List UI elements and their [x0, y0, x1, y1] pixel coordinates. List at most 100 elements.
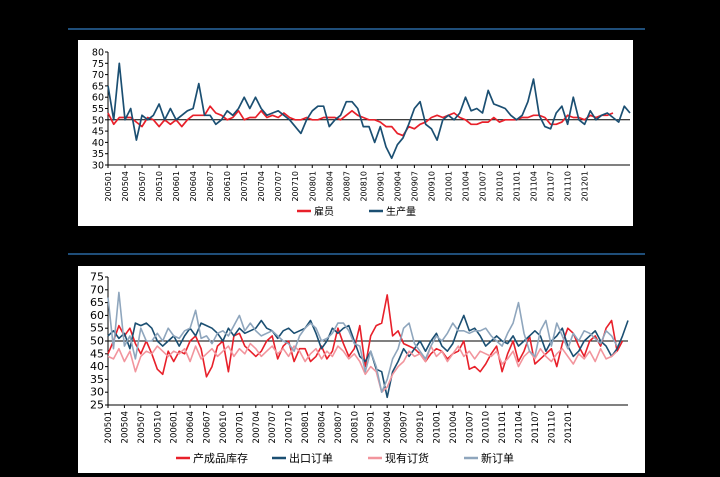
x-tick-label: 201004 [461, 171, 470, 202]
y-tick-label: 35 [92, 149, 104, 160]
legend-item-1: 产成品库存 [176, 451, 248, 465]
x-tick-label: 200910 [416, 411, 426, 443]
x-tick-label: 200607 [206, 171, 215, 202]
x-tick-label: 200601 [172, 171, 181, 202]
x-tick-label: 200501 [104, 411, 114, 443]
legend-label: 出口订单 [289, 451, 333, 465]
y-tick-label: 55 [92, 104, 104, 115]
y-tick-label: 70 [90, 283, 104, 296]
legend-item-2: 生产量 [369, 205, 416, 218]
x-tick-label: 201110 [547, 411, 557, 443]
x-tick-label: 200704 [257, 171, 266, 202]
y-tick-label: 45 [90, 347, 104, 360]
x-tick-label: 200604 [189, 171, 198, 202]
chart-2-panel: 25 30 35 40 45 50 55 60 65 70 75 200501 200504 200507… [78, 266, 645, 473]
x-tick-label: 201004 [449, 411, 459, 443]
x-tick-label: 200707 [274, 171, 283, 202]
legend-item-2: 出口订单 [272, 451, 333, 465]
x-tick-label: 200704 [252, 411, 262, 443]
x-tick-label: 200507 [137, 411, 147, 443]
x-tick-label: 200801 [308, 171, 317, 202]
x-tick-label: 200910 [427, 171, 436, 202]
legend-label: 产成品库存 [193, 451, 248, 465]
x-tick-label: 200901 [376, 171, 385, 202]
y-tick-label: 60 [90, 309, 104, 322]
x-tick-label: 201010 [482, 411, 492, 443]
series-line-2 [107, 62, 631, 160]
x-tick-label: 200804 [325, 171, 334, 202]
x-tick-label: 200904 [383, 411, 393, 443]
x-tick-label: 200504 [121, 171, 130, 202]
y-tick-label: 65 [92, 81, 104, 92]
x-tick-label: 201104 [530, 171, 539, 202]
x-tick-label: 200804 [317, 411, 327, 443]
top-rule [68, 28, 645, 30]
middle-rule [68, 253, 645, 255]
x-tick-label: 201107 [547, 171, 556, 202]
legend-item-3: 现有订货 [368, 451, 429, 465]
chart-1-panel: 30 35 40 45 50 55 60 65 70 75 80 200501 200504 200507… [78, 40, 633, 226]
x-tick-label: 200701 [235, 411, 245, 443]
y-tick-label: 70 [92, 70, 104, 81]
x-tick-label: 200707 [268, 411, 278, 443]
series-line-1 [107, 105, 614, 137]
x-tick-label: 201101 [498, 411, 508, 443]
x-tick-label: 201001 [432, 411, 442, 443]
y-tick-label: 25 [90, 399, 104, 412]
y-tick-label: 65 [90, 296, 104, 309]
x-tick-label: 200610 [219, 411, 229, 443]
x-tick-label: 200507 [138, 171, 147, 202]
y-tick-label: 35 [90, 373, 104, 386]
legend-label: 雇员 [314, 205, 334, 218]
x-tick-label: 201101 [513, 171, 522, 202]
x-tick-label: 200607 [203, 411, 213, 443]
x-tick-label: 201107 [531, 411, 541, 443]
x-tick-label: 201001 [444, 171, 453, 202]
x-tick-label: 200807 [334, 411, 344, 443]
x-tick-label: 200810 [359, 171, 368, 202]
x-tick-label: 200510 [153, 411, 163, 443]
x-tick-label: 201201 [564, 411, 574, 443]
legend-item-4: 新订单 [464, 451, 514, 465]
series-line-2 [107, 314, 629, 399]
y-tick-label: 30 [90, 386, 104, 399]
x-tick-label: 201110 [564, 171, 573, 202]
series-line-1 [107, 294, 624, 378]
series-line-4 [107, 291, 618, 393]
y-tick-label: 60 [92, 93, 104, 104]
x-tick-label: 200801 [301, 411, 311, 443]
x-tick-label: 200807 [342, 171, 351, 202]
x-tick-label: 200710 [291, 171, 300, 202]
x-tick-label: 201104 [515, 411, 525, 443]
x-tick-label: 201201 [581, 171, 590, 202]
x-tick-label: 200604 [186, 411, 196, 443]
y-tick-label: 40 [92, 138, 104, 149]
x-tick-label: 200907 [410, 171, 419, 202]
x-tick-label: 200907 [400, 411, 410, 443]
legend-label: 现有订货 [385, 451, 429, 465]
x-tick-label: 200510 [155, 171, 164, 202]
x-tick-label: 200904 [393, 171, 402, 202]
x-tick-label: 200610 [223, 171, 232, 202]
x-tick-label: 200504 [120, 411, 130, 443]
legend-label: 新订单 [481, 451, 514, 465]
legend-label: 生产量 [386, 205, 416, 218]
y-tick-label: 75 [92, 59, 104, 70]
series-line-3 [107, 342, 618, 393]
y-tick-label: 45 [92, 127, 104, 138]
y-tick-label: 30 [92, 161, 104, 172]
x-tick-label: 200501 [104, 171, 113, 202]
x-tick-label: 200901 [367, 411, 377, 443]
y-tick-label: 50 [92, 115, 104, 126]
x-tick-label: 200810 [350, 411, 360, 443]
y-tick-label: 80 [92, 48, 104, 59]
y-tick-label: 75 [90, 271, 104, 284]
y-tick-label: 40 [90, 360, 104, 373]
y-tick-label: 50 [90, 335, 104, 348]
x-tick-label: 200710 [285, 411, 295, 443]
x-tick-label: 201010 [496, 171, 505, 202]
x-tick-label: 200601 [170, 411, 180, 443]
y-tick-label: 55 [90, 322, 104, 335]
